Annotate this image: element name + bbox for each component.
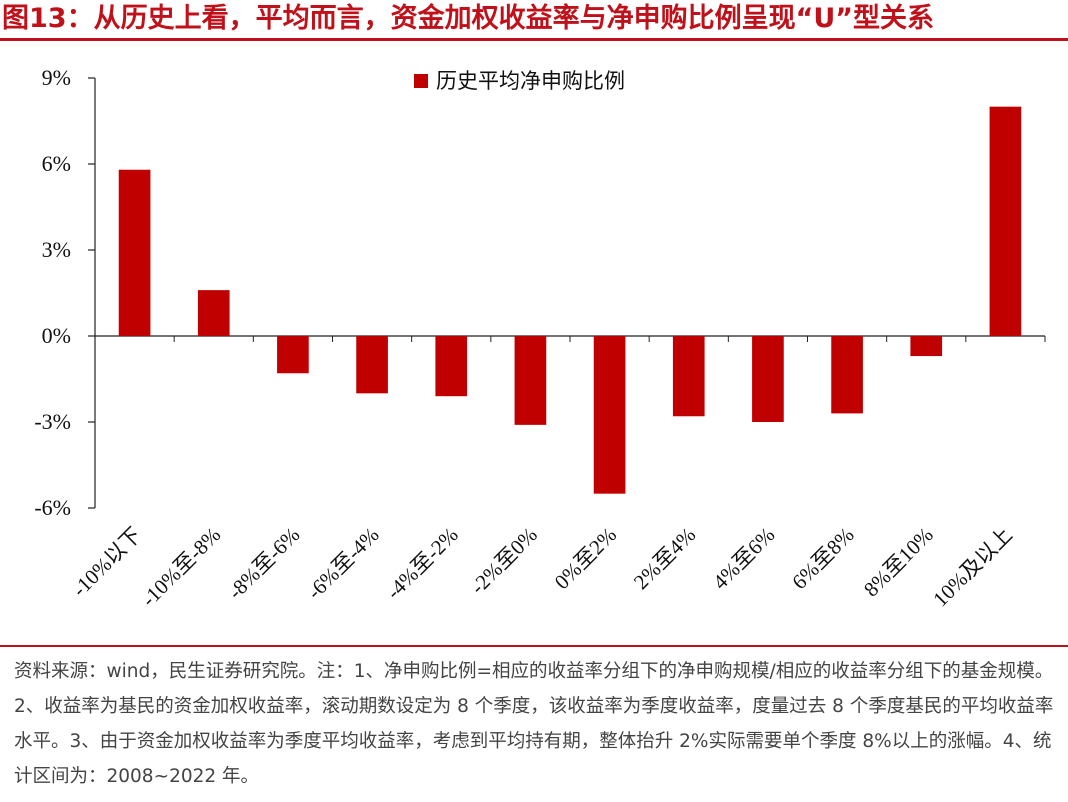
bar (593, 336, 626, 494)
chart-title: 图13：从历史上看，平均而言，资金加权收益率与净申购比例呈现“U”型关系 (2, 3, 934, 34)
bar (197, 290, 230, 336)
x-tick-label: 0%至2% (550, 523, 621, 594)
x-tick-label: 2%至4% (629, 523, 700, 594)
bar (435, 336, 468, 397)
legend-label: 历史平均净申购比例 (436, 69, 625, 93)
x-tick-label: 10%及以上 (928, 523, 1017, 612)
y-tick-label: 0% (42, 323, 71, 348)
bar (672, 336, 705, 417)
y-tick-label: -6% (34, 495, 71, 520)
x-tick-label: -4%至-2% (381, 523, 462, 604)
y-tick-label: 6% (42, 151, 71, 176)
x-tick-label: -6%至-4% (302, 523, 383, 604)
legend: 历史平均净申购比例 (414, 69, 625, 93)
bar (831, 336, 863, 414)
x-tick-label: 4%至6% (708, 523, 779, 594)
x-tick-label: 6%至8% (787, 523, 858, 594)
bar-chart: 9% 6% 3% 0% -3% -6% -10%以下-10%至-8%-8%至-6%-6%至… (34, 65, 1046, 612)
x-axis-labels: -10%以下-10%至-8%-8%至-6%-6%至-4%-4%至-2% -2%至0… (67, 523, 1017, 612)
x-tick-label: -8%至-6% (223, 523, 304, 604)
bar (989, 106, 1022, 337)
y-tick-label: 9% (42, 65, 71, 90)
x-tick-label: -10%以下 (67, 523, 146, 602)
bar (118, 169, 151, 336)
bar (514, 336, 547, 425)
y-tick-label: -3% (34, 409, 71, 434)
y-tick-label: 3% (42, 237, 71, 262)
bar (277, 336, 309, 374)
bar (910, 336, 943, 357)
title-divider (0, 38, 1068, 41)
x-tick-label: 8%至10% (859, 523, 938, 602)
bar (752, 336, 784, 422)
bar (356, 336, 388, 394)
bars (118, 106, 1046, 494)
y-axis: 9% 6% 3% 0% -3% -6% (34, 65, 1045, 520)
x-tick-label: -2%至0% (466, 523, 542, 599)
x-tick-label: -10%至-8% (137, 523, 226, 612)
footer-divider (0, 645, 1068, 647)
legend-swatch (414, 74, 428, 88)
source-note: 资料来源：wind，民生证券研究院。注：1、净申购比例=相应的收益率分组下的净申… (14, 661, 1054, 787)
